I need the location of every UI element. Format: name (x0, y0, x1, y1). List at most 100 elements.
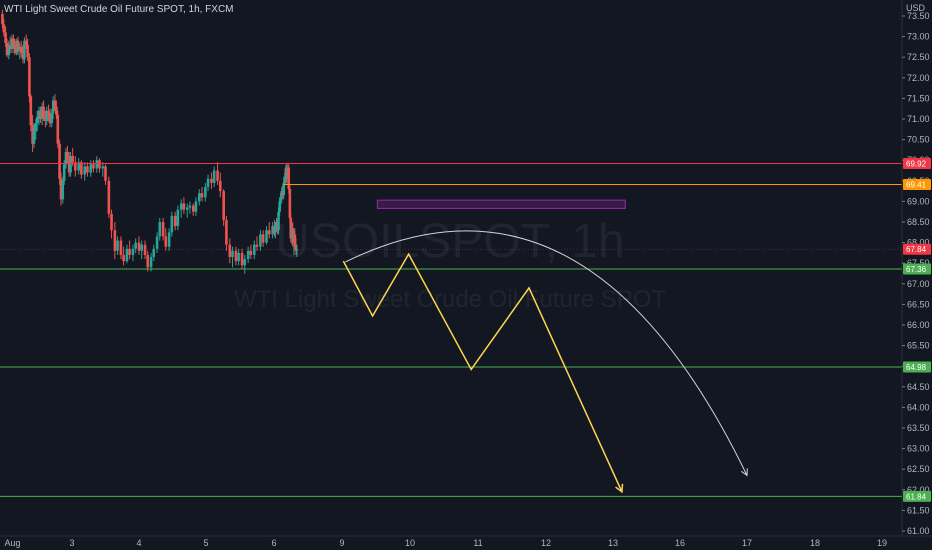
price-tick-label: 64.50 (907, 382, 930, 392)
candle-body (188, 205, 192, 208)
candle-body (66, 151, 69, 161)
candle-body (249, 250, 253, 255)
candle (125, 244, 129, 264)
time-axis[interactable]: Aug 3 4 5 6 9 10 11 12 13 16 17 18 19 (0, 535, 932, 550)
time-tick-label: 11 (473, 538, 482, 548)
candle (98, 158, 101, 173)
candle (155, 232, 159, 253)
candle-body (228, 244, 232, 258)
candlestick-series (1, 9, 299, 274)
candle (225, 215, 228, 251)
price-tag-background (903, 361, 931, 373)
candle (56, 110, 60, 148)
candle-body (218, 180, 222, 192)
candle-body (234, 250, 238, 262)
candle-body (29, 96, 33, 126)
price-tag: 69.92 (903, 157, 931, 169)
candle (261, 230, 265, 247)
candle (116, 236, 119, 255)
candle-body (12, 38, 15, 45)
candle-body (198, 193, 201, 202)
candle-body (51, 100, 55, 113)
projected-path-zigzag[interactable] (342, 252, 623, 493)
candle (34, 119, 38, 140)
candle-body (277, 211, 280, 231)
projected-arc-path[interactable] (345, 230, 748, 476)
candle (170, 211, 174, 237)
candle (110, 209, 113, 239)
price-tick-label: 69.00 (907, 196, 930, 206)
price-axis[interactable]: USD 61.0061.5062.0062.5063.0063.5064.006… (901, 0, 932, 540)
candle-body (191, 205, 195, 212)
time-axis-background (0, 536, 932, 550)
price-tick-label: 63.50 (907, 423, 930, 433)
candle (200, 186, 204, 202)
candle-body (7, 44, 11, 56)
candle-body (10, 38, 14, 49)
candle-body (107, 180, 111, 214)
candle (271, 222, 274, 239)
candle (13, 38, 17, 56)
price-tag: 61.84 (903, 490, 931, 502)
time-tick-label: 3 (69, 538, 74, 548)
candle-body (252, 244, 256, 255)
candle-body (62, 164, 66, 181)
price-tick-label: 68.00 (907, 238, 930, 248)
candle-body (95, 160, 99, 169)
candle (128, 240, 131, 260)
supply-zone-rectangle[interactable] (376, 199, 626, 209)
price-tick-label: 67.00 (907, 279, 930, 289)
chart-legend[interactable]: WTI Light Sweet Crude Oil Future SPOT, 1… (4, 4, 234, 15)
time-tick-label: Aug (5, 538, 21, 548)
price-tag-background (903, 263, 931, 275)
candle-body (204, 186, 207, 198)
candle-body (39, 110, 42, 119)
candle (50, 108, 54, 128)
candle-body (32, 131, 36, 144)
candle (28, 53, 31, 103)
time-axis-ticks: Aug 3 4 5 6 9 10 11 12 13 16 17 18 19 (5, 538, 887, 548)
candle (204, 182, 207, 202)
candle (274, 222, 277, 239)
candle (89, 160, 93, 177)
candle (4, 26, 7, 47)
candle-body (152, 248, 156, 258)
candle-body (64, 151, 68, 165)
candle-body (92, 164, 95, 169)
candle (164, 228, 168, 251)
candle-body (116, 240, 119, 251)
price-tag-label: 61.84 (906, 492, 927, 501)
candle-body (1, 13, 4, 25)
candle (210, 172, 213, 190)
time-tick-label: 16 (675, 538, 685, 548)
candle (119, 236, 123, 260)
candle-body (131, 248, 135, 255)
candle-body (240, 252, 244, 266)
candle (137, 236, 141, 255)
price-tick-label: 72.00 (907, 73, 930, 83)
price-tick-label: 71.00 (907, 114, 930, 124)
price-tag-label: 67.36 (906, 265, 927, 274)
candle-body (295, 249, 299, 251)
candle (18, 42, 22, 60)
candle-body (15, 40, 18, 54)
candle-body (194, 201, 198, 212)
price-tag-label: 69.92 (906, 159, 927, 168)
candle (29, 94, 33, 132)
candle (62, 160, 66, 185)
candle-body (59, 178, 63, 200)
candle (51, 96, 55, 119)
candle-body (267, 230, 271, 235)
price-tick-label: 66.00 (907, 320, 930, 330)
candle (240, 248, 244, 270)
candle-body (185, 207, 189, 210)
candle-body (83, 166, 87, 175)
candle-body (45, 110, 49, 122)
candle-body (128, 248, 131, 255)
candle (32, 123, 36, 148)
currency-label: USD (906, 3, 926, 13)
candle-body (134, 242, 137, 249)
candle (45, 106, 49, 126)
candle (222, 189, 225, 227)
